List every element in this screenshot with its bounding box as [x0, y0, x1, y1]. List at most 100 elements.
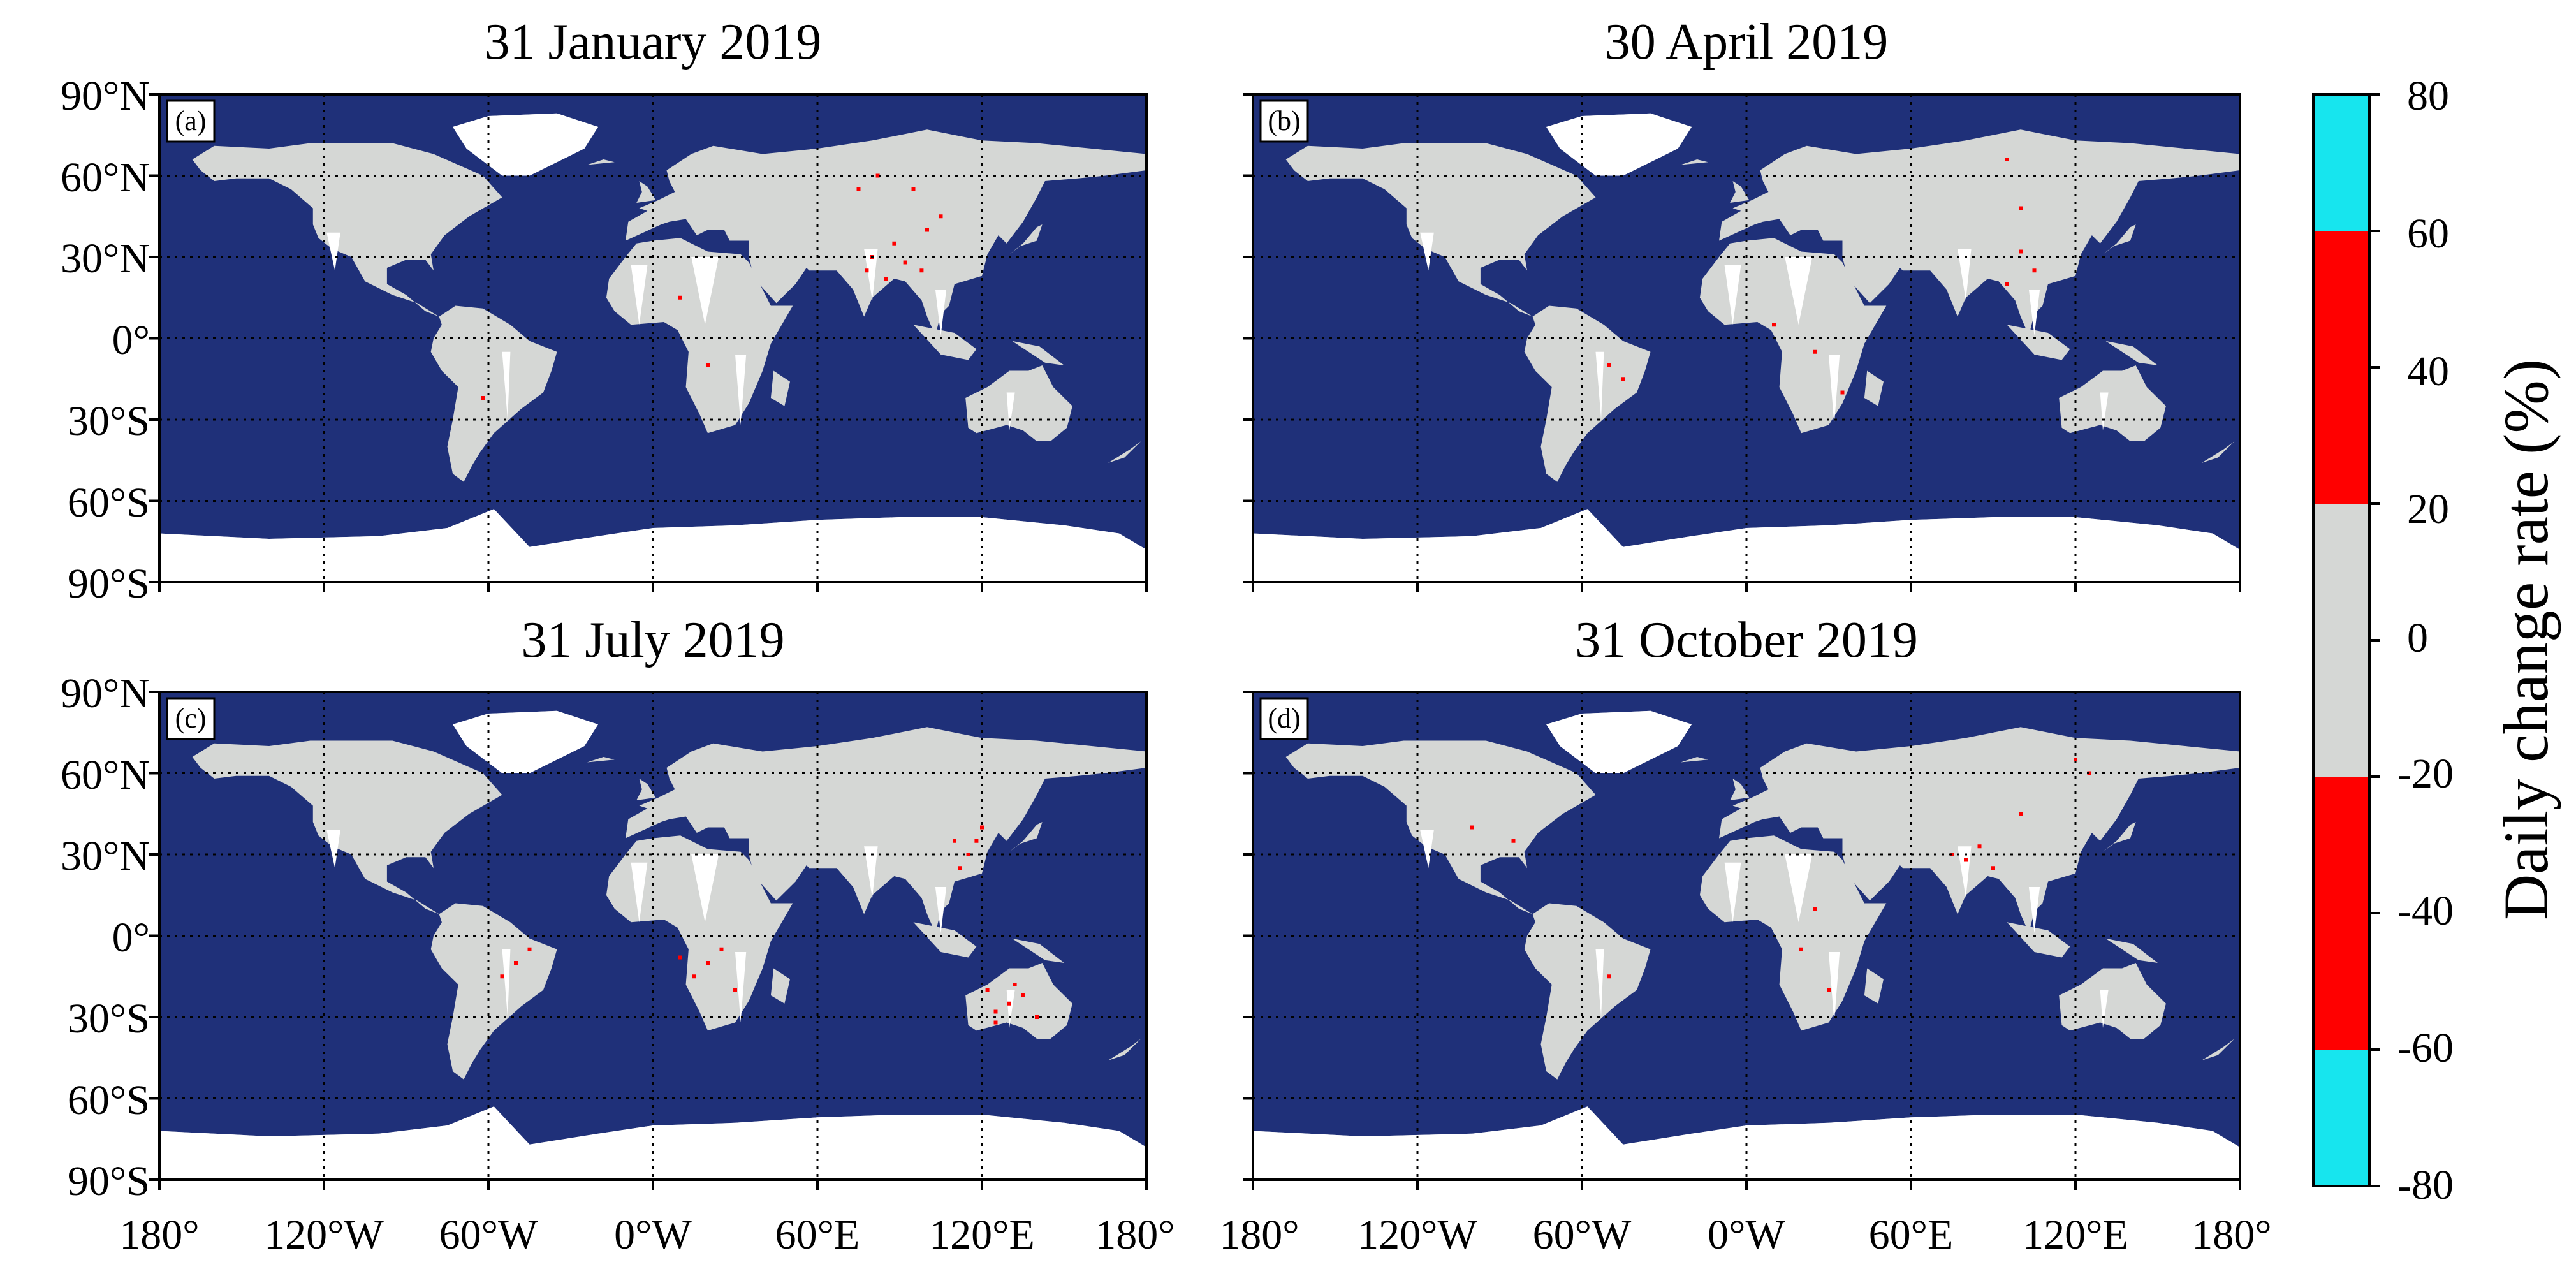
- change-hotspot: [2005, 158, 2009, 161]
- change-hotspot: [514, 961, 518, 965]
- x-axis-labels-right: 180° 120°W 60°W 0°W 60°E 120°E 180°: [1219, 1212, 2271, 1258]
- land-mass: [636, 779, 656, 800]
- nodata-region: [2100, 990, 2109, 1028]
- nodata-region: [502, 351, 511, 420]
- svg-text:(a): (a): [175, 105, 207, 136]
- colorbar-tick-label: -60: [2397, 1025, 2454, 1071]
- x-tick-label: 120°W: [1358, 1212, 1477, 1258]
- nodata-region: [1724, 265, 1741, 325]
- nodata-region: [935, 887, 947, 934]
- panel-title-d: 31 October 2019: [1575, 612, 1918, 668]
- nodata-antarctica: [159, 1106, 1146, 1180]
- land-mass: [1012, 341, 1064, 365]
- colorbar-tick-label: -40: [2397, 888, 2454, 934]
- x-tick-label: 60°E: [1869, 1212, 1954, 1258]
- y-tick-label: 90°S: [68, 561, 150, 607]
- change-hotspot: [911, 187, 916, 191]
- change-hotspot: [1964, 858, 1968, 862]
- change-hotspot: [1827, 988, 1831, 992]
- land-mass: [1864, 370, 1884, 406]
- x-tick-label: 0°W: [614, 1212, 692, 1258]
- nodata-region: [735, 355, 747, 425]
- nodata-region: [502, 949, 511, 1017]
- change-hotspot: [856, 187, 861, 191]
- panel-title-b: 30 April 2019: [1605, 14, 1888, 70]
- nodata-region: [864, 846, 878, 898]
- land-mass: [626, 129, 1146, 336]
- panel-title-a: 31 January 2019: [485, 14, 822, 70]
- nodata-antarctica: [1253, 509, 2240, 582]
- land-mass: [965, 963, 1072, 1039]
- land-mass: [1730, 779, 1750, 800]
- nodata-region: [2028, 887, 2040, 934]
- nodata-region: [1420, 830, 1434, 869]
- land-mass: [2059, 963, 2166, 1039]
- nodata-region: [1829, 355, 1840, 425]
- y-tick-label: 90°S: [68, 1158, 150, 1205]
- change-hotspot: [884, 277, 888, 281]
- change-hotspot: [939, 214, 943, 219]
- land-mass: [1285, 740, 1596, 914]
- change-hotspot: [1840, 390, 1845, 395]
- x-tick-label: 180°: [1219, 1212, 1299, 1258]
- land-mass: [2105, 341, 2158, 365]
- change-hotspot: [1950, 853, 1954, 856]
- land-mass: [913, 922, 977, 958]
- nodata-region: [735, 952, 747, 1023]
- nodata-region: [326, 830, 340, 869]
- x-tick-label: 180°: [2192, 1212, 2271, 1258]
- map-panel-c: [149, 691, 1148, 1190]
- colorbar-bin: [2313, 1050, 2369, 1186]
- colorbar-tick-label: 60: [2407, 210, 2449, 257]
- land-mass: [192, 740, 502, 914]
- land-mass: [192, 143, 502, 317]
- x-tick-label: 120°E: [929, 1212, 1035, 1258]
- change-hotspot: [903, 260, 907, 265]
- y-tick-label: 60°N: [61, 752, 150, 798]
- change-hotspot: [980, 825, 984, 830]
- change-hotspot: [993, 1009, 998, 1014]
- nodata-antarctica: [1253, 1106, 2240, 1180]
- land-mass: [1680, 159, 1708, 165]
- nodata-region: [631, 862, 648, 923]
- panel-label-a: (a): [166, 99, 216, 143]
- change-hotspot: [2019, 812, 2023, 816]
- change-hotspot: [1813, 349, 1817, 354]
- nodata-greenland: [453, 113, 598, 176]
- land-mass: [2103, 224, 2136, 254]
- panel-label-b: (b): [1259, 99, 1309, 143]
- change-hotspot: [865, 268, 869, 273]
- land-mass: [913, 325, 977, 360]
- change-hotspot: [500, 974, 504, 979]
- colorbar-bin: [2313, 94, 2369, 231]
- land-mass: [1009, 224, 1043, 254]
- land-mass: [1524, 305, 1651, 482]
- land-mass: [626, 727, 1146, 934]
- y-tick-label: 30°S: [68, 398, 150, 444]
- colorbar-tick-label: 0: [2407, 615, 2428, 661]
- change-hotspot: [953, 839, 956, 843]
- land-mass: [2103, 822, 2136, 852]
- x-tick-label: 120°W: [264, 1212, 384, 1258]
- y-axis-labels-top: 90°N 60°N 30°N 0° 30°S 60°S 90°S: [61, 73, 150, 607]
- colorbar-title: Daily change rate (%): [2491, 359, 2561, 920]
- land-mass: [770, 968, 790, 1004]
- land-mass: [1864, 968, 1884, 1004]
- land-mass: [430, 903, 557, 1080]
- nodata-region: [1006, 392, 1015, 430]
- change-hotspot: [2019, 206, 2023, 210]
- nodata-region: [691, 854, 719, 923]
- svg-text:(b): (b): [1268, 105, 1300, 136]
- land-mass: [1730, 181, 1750, 203]
- y-tick-label: 0°: [112, 317, 150, 363]
- change-hotspot: [1470, 825, 1474, 830]
- nodata-region: [1958, 846, 1972, 898]
- nodata-region: [1595, 949, 1604, 1017]
- nodata-region: [935, 290, 947, 336]
- change-hotspot: [993, 1020, 998, 1025]
- land-mass: [1524, 903, 1651, 1080]
- y-tick-label: 90°N: [61, 73, 150, 119]
- nodata-region: [1595, 351, 1604, 420]
- y-axis-labels-bottom: 90°N 60°N 30°N 0° 30°S 60°S 90°S: [61, 670, 150, 1205]
- colorbar-tick-label: -20: [2397, 751, 2454, 797]
